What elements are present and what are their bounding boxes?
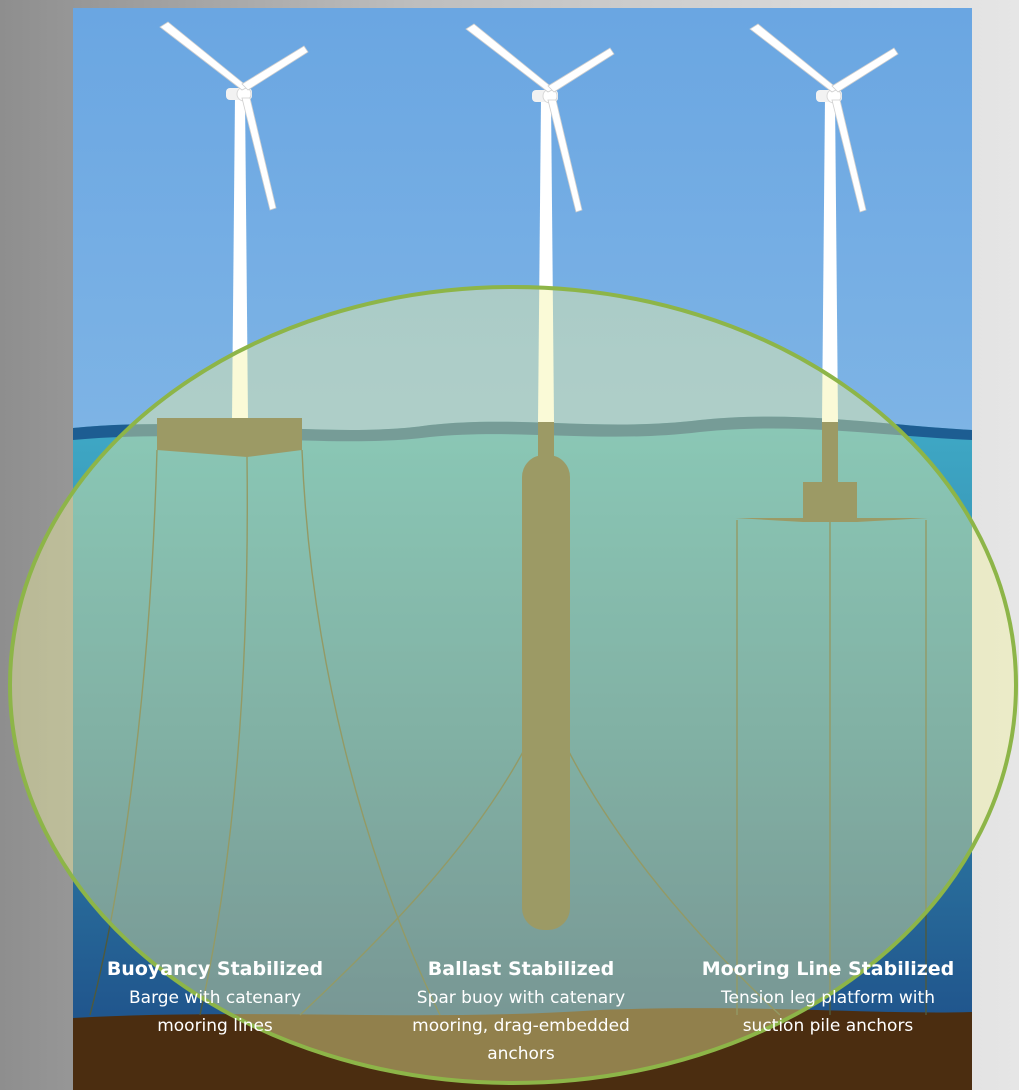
- illustration: [73, 8, 972, 1090]
- barge: [157, 418, 302, 457]
- tlp-column: [822, 422, 838, 484]
- concept-description: mooring lines: [157, 1016, 273, 1036]
- spar-neck: [538, 422, 554, 458]
- concept-description: suction pile anchors: [743, 1016, 914, 1036]
- highlight-ellipse: [8, 285, 1018, 1085]
- spar-buoy: [522, 455, 570, 930]
- concept-description: Spar buoy with catenary: [417, 988, 625, 1008]
- concept-title: Buoyancy Stabilized: [107, 958, 323, 980]
- concept-description: mooring, drag-embedded: [412, 1016, 630, 1036]
- seabed: [73, 1008, 972, 1090]
- mooring-lines: [89, 449, 927, 1016]
- concept-description: anchors: [487, 1044, 555, 1064]
- concept-title: Ballast Stabilized: [428, 958, 614, 980]
- concept-description: Tension leg platform with: [720, 988, 935, 1008]
- tlp-plate: [735, 518, 928, 522]
- concept-description: Barge with catenary: [129, 988, 301, 1008]
- concept-title: Mooring Line Stabilized: [702, 958, 955, 980]
- tlp-hull: [803, 482, 857, 518]
- labels: Buoyancy Stabilized Barge with catenary mo…: [107, 958, 954, 1064]
